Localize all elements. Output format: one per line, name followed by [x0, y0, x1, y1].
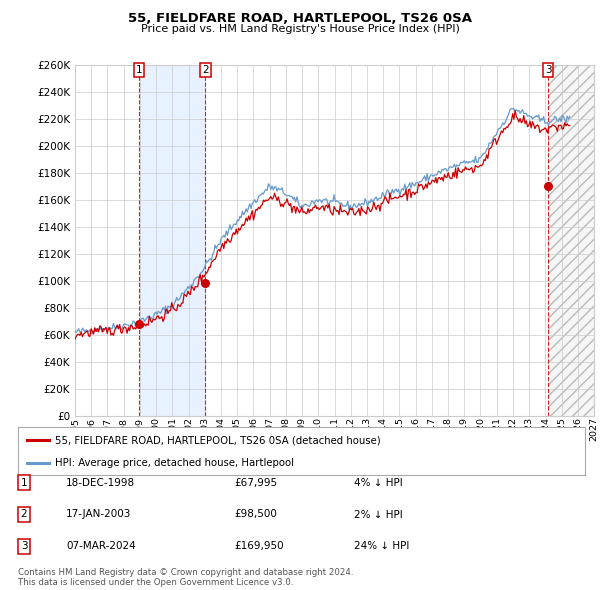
- Text: 2: 2: [202, 65, 209, 75]
- Text: 3: 3: [20, 542, 28, 551]
- Text: 18-DEC-1998: 18-DEC-1998: [66, 478, 135, 487]
- Text: 4% ↓ HPI: 4% ↓ HPI: [354, 478, 403, 487]
- Text: £169,950: £169,950: [234, 542, 284, 551]
- Text: £98,500: £98,500: [234, 510, 277, 519]
- Text: £67,995: £67,995: [234, 478, 277, 487]
- Text: 3: 3: [545, 65, 551, 75]
- Text: Contains HM Land Registry data © Crown copyright and database right 2024.
This d: Contains HM Land Registry data © Crown c…: [18, 568, 353, 587]
- Text: 17-JAN-2003: 17-JAN-2003: [66, 510, 131, 519]
- Text: Price paid vs. HM Land Registry's House Price Index (HPI): Price paid vs. HM Land Registry's House …: [140, 24, 460, 34]
- Text: 07-MAR-2024: 07-MAR-2024: [66, 542, 136, 551]
- Bar: [548, 65, 594, 416]
- Text: 2% ↓ HPI: 2% ↓ HPI: [354, 510, 403, 519]
- Text: HPI: Average price, detached house, Hartlepool: HPI: Average price, detached house, Hart…: [55, 458, 294, 468]
- Bar: [139, 65, 205, 416]
- Text: 55, FIELDFARE ROAD, HARTLEPOOL, TS26 0SA: 55, FIELDFARE ROAD, HARTLEPOOL, TS26 0SA: [128, 12, 472, 25]
- Text: 2: 2: [20, 510, 28, 519]
- Text: 1: 1: [20, 478, 28, 487]
- Text: 24% ↓ HPI: 24% ↓ HPI: [354, 542, 409, 551]
- Text: 1: 1: [136, 65, 143, 75]
- Text: 55, FIELDFARE ROAD, HARTLEPOOL, TS26 0SA (detached house): 55, FIELDFARE ROAD, HARTLEPOOL, TS26 0SA…: [55, 435, 380, 445]
- Bar: [548, 65, 594, 416]
